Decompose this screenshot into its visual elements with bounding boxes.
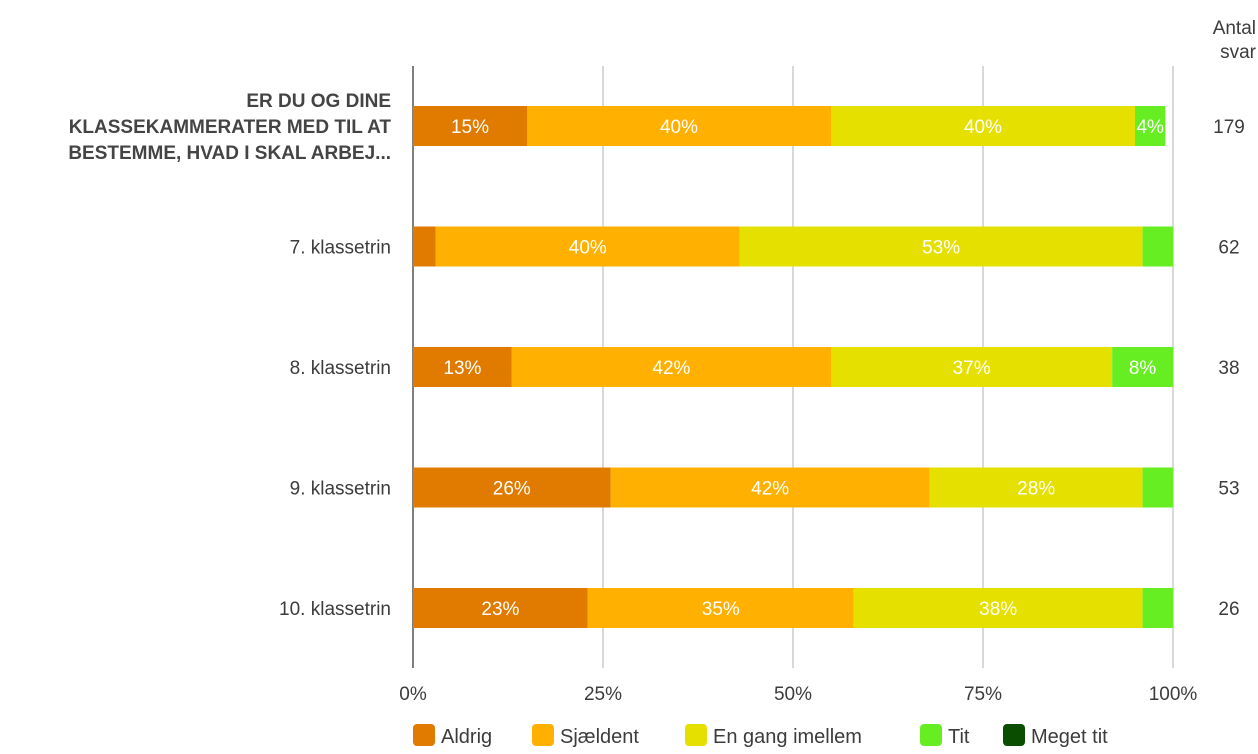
category-label: 10. klassetrin <box>279 599 391 620</box>
data-label: 23% <box>481 599 519 620</box>
count-value: 179 <box>1213 117 1245 138</box>
bar-segment <box>1142 467 1173 508</box>
category-label: KLASSEKAMMERATER MED TIL AT <box>69 117 392 138</box>
category-label: ER DU OG DINE <box>246 91 391 112</box>
legend-label: Aldrig <box>441 726 492 748</box>
legend-swatch <box>1003 724 1025 746</box>
legend-label: Tit <box>948 726 970 748</box>
bar-segment <box>435 226 740 267</box>
bar-segment <box>413 106 527 146</box>
bar-segment <box>929 467 1143 508</box>
x-tick-label: 75% <box>964 684 1002 705</box>
category-label: BESTEMME, HVAD I SKAL ARBEJ... <box>68 143 391 164</box>
counts-header: svar <box>1220 42 1257 63</box>
legend-swatch <box>685 724 707 746</box>
bar-segment <box>413 226 436 267</box>
bar-segment <box>527 106 831 146</box>
data-label: 40% <box>660 117 698 138</box>
labels-layer: 0% 25% 50% 75% 100% Antal svar 15% 40% 40% 4% ER DU… <box>68 18 1256 705</box>
legend-label: Meget tit <box>1031 726 1108 748</box>
count-value: 38 <box>1218 358 1239 379</box>
data-label: 40% <box>964 117 1002 138</box>
bar-segment <box>587 588 854 628</box>
bar-segment <box>413 347 512 387</box>
legend: Aldrig Sjældent En gang imellem Tit Meget ti… <box>413 724 1108 748</box>
bar-segment <box>1142 226 1173 267</box>
data-label: 8% <box>1129 358 1157 379</box>
bar-segment <box>1112 347 1173 387</box>
counts-header: Antal <box>1213 18 1256 39</box>
data-label: 53% <box>922 238 960 259</box>
x-tick-label: 100% <box>1149 684 1198 705</box>
data-label: 15% <box>451 117 489 138</box>
bar-segment <box>1142 588 1173 628</box>
bar-segment <box>831 106 1135 146</box>
x-tick-label: 0% <box>399 684 427 705</box>
category-label: 9. klassetrin <box>290 479 391 500</box>
legend-label: En gang imellem <box>713 726 862 748</box>
x-tick-label: 50% <box>774 684 812 705</box>
bar-segment <box>853 588 1143 628</box>
bars-layer <box>413 106 1173 628</box>
data-label: 13% <box>443 358 481 379</box>
data-label: 26% <box>493 479 531 500</box>
legend-swatch <box>920 724 942 746</box>
data-label: 4% <box>1136 117 1164 138</box>
bar-segment <box>1135 106 1166 146</box>
count-value: 62 <box>1218 238 1239 259</box>
legend-swatch <box>532 724 554 746</box>
data-label: 38% <box>979 599 1017 620</box>
category-label: 7. klassetrin <box>290 238 391 259</box>
data-label: 37% <box>953 358 991 379</box>
data-label: 40% <box>569 238 607 259</box>
category-label: 8. klassetrin <box>290 358 391 379</box>
x-tick-label: 25% <box>584 684 622 705</box>
data-label: 42% <box>652 358 690 379</box>
bar-segment <box>413 467 611 508</box>
legend-swatch <box>413 724 435 746</box>
data-label: 42% <box>751 479 789 500</box>
legend-label: Sjældent <box>560 726 639 748</box>
bar-segment <box>413 588 588 628</box>
count-value: 26 <box>1218 599 1239 620</box>
count-value: 53 <box>1218 479 1239 500</box>
bar-segment <box>831 347 1113 387</box>
data-label: 35% <box>702 599 740 620</box>
bar-segment <box>511 347 831 387</box>
bar-segment <box>739 226 1143 267</box>
data-label: 28% <box>1017 479 1055 500</box>
bar-segment <box>610 467 930 508</box>
